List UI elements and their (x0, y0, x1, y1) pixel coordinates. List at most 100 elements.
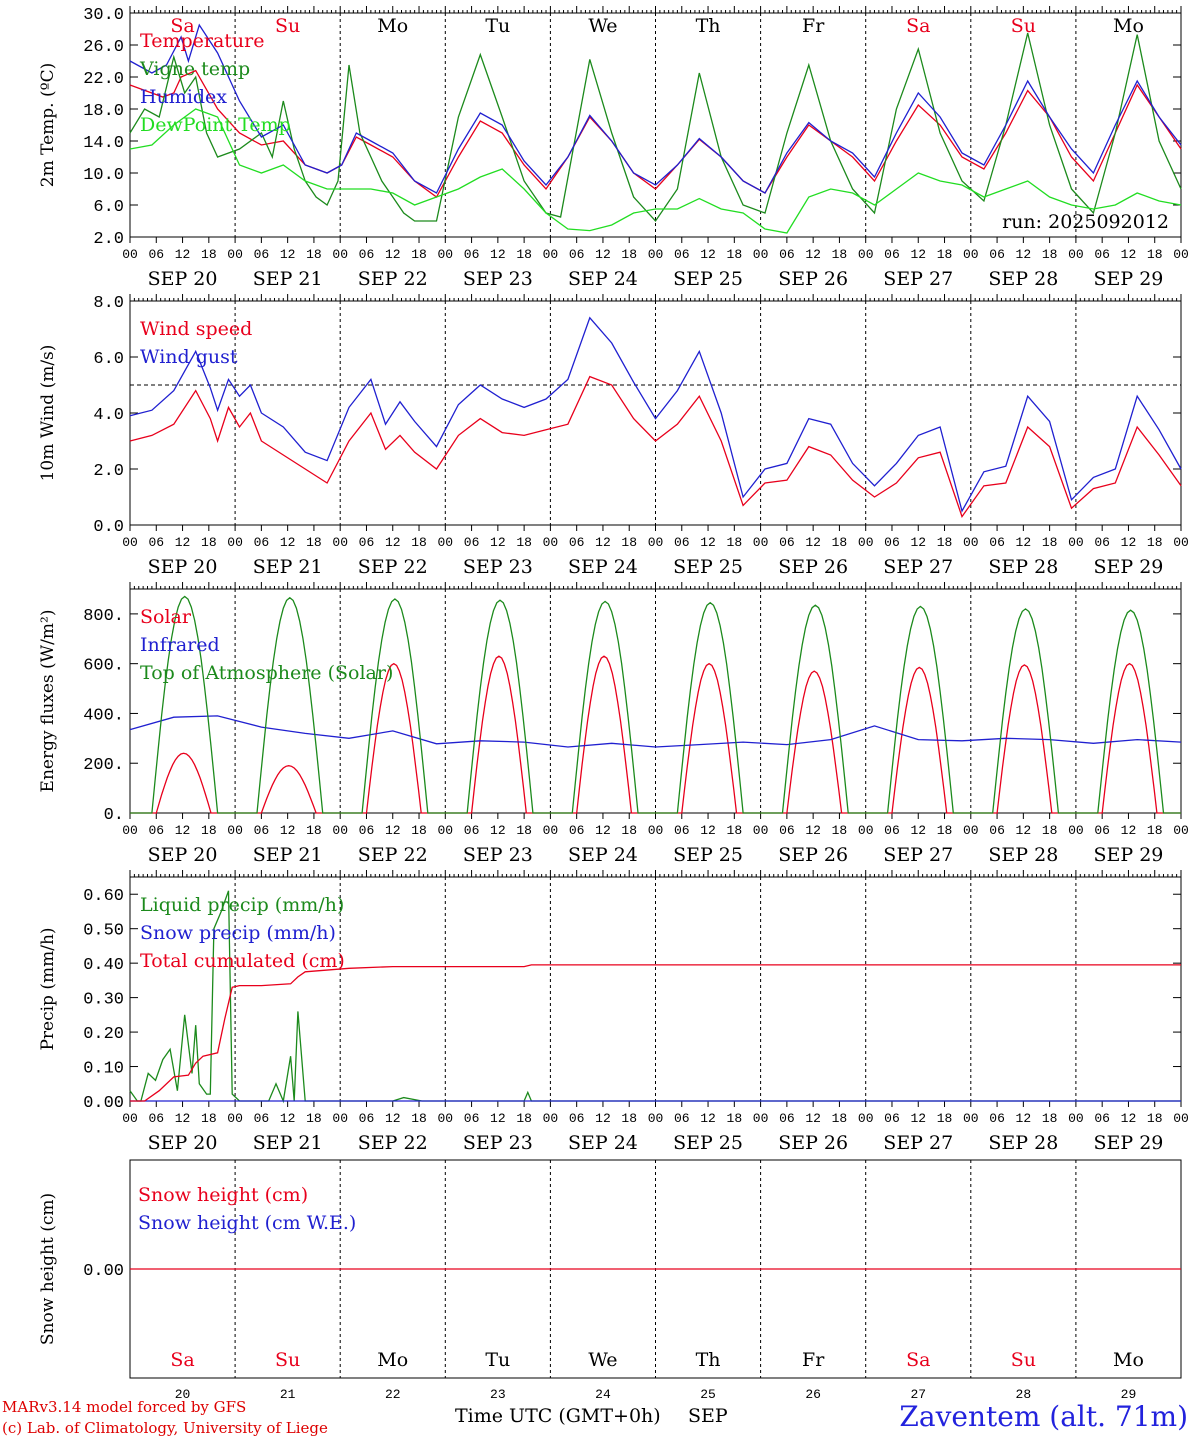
hour-label: 06 (254, 247, 270, 262)
hour-label: 00 (1068, 823, 1084, 838)
hour-label: 06 (148, 247, 164, 262)
hour-label: 00 (122, 247, 138, 262)
hour-label: 00 (122, 1111, 138, 1126)
y-tick-label: 4.0 (93, 406, 124, 425)
legend-wind-gust: Wind gust (140, 346, 238, 368)
hour-label: 00 (648, 247, 664, 262)
legend-dewpoint-temp: DewPoint Temp (140, 114, 291, 136)
hour-label: 18 (832, 247, 848, 262)
hour-label: 12 (910, 535, 926, 550)
hour-label: 12 (1121, 535, 1137, 550)
y-tick-label: 600. (83, 657, 124, 676)
hour-label: 00 (1173, 1111, 1189, 1126)
hour-label: 00 (543, 823, 559, 838)
hour-label: 12 (805, 247, 821, 262)
hour-label: 06 (254, 823, 270, 838)
day-abbr: Fr (802, 15, 825, 37)
hour-label: 18 (727, 1111, 743, 1126)
run-label: run: 2025092012 (1002, 211, 1169, 233)
legend-liquid-precip-mm-h-: Liquid precip (mm/h) (140, 894, 344, 916)
hour-label: 12 (910, 1111, 926, 1126)
hour-label: 06 (884, 1111, 900, 1126)
hour-label: 00 (1068, 1111, 1084, 1126)
hour-label: 12 (805, 535, 821, 550)
hour-label: 12 (595, 823, 611, 838)
hour-label: 18 (1147, 823, 1163, 838)
hour-label: 18 (411, 1111, 427, 1126)
hour-label: 12 (280, 535, 296, 550)
hour-label: 06 (989, 535, 1005, 550)
hour-label: 12 (595, 247, 611, 262)
day-abbr: Sa (170, 1349, 194, 1371)
day-abbr: Tu (485, 15, 510, 37)
hour-label: 06 (884, 823, 900, 838)
y-tick-label: 200. (83, 756, 124, 775)
hour-label: 12 (175, 535, 191, 550)
hour-label: 06 (1094, 1111, 1110, 1126)
hour-label: 18 (937, 823, 953, 838)
date-label: SEP 27 (883, 1132, 953, 1154)
date-label: SEP 28 (988, 844, 1058, 866)
day-abbr: We (588, 1349, 617, 1371)
legend-infrared: Infrared (140, 634, 220, 656)
y-tick-label: 0. (104, 806, 124, 825)
hour-label: 12 (175, 247, 191, 262)
hour-label: 00 (227, 535, 243, 550)
y-tick-label: 0.50 (83, 922, 124, 941)
legend-wind-speed: Wind speed (140, 318, 252, 340)
hour-label: 06 (464, 1111, 480, 1126)
hour-label: 12 (385, 823, 401, 838)
hour-label: 06 (779, 823, 795, 838)
hour-label: 06 (779, 1111, 795, 1126)
date-label: SEP 22 (358, 844, 428, 866)
hour-label: 18 (1042, 247, 1058, 262)
hour-label: 06 (464, 535, 480, 550)
y-tick-label: 2.0 (93, 462, 124, 481)
hour-label: 18 (411, 247, 427, 262)
day-number: 28 (1016, 1387, 1032, 1402)
plot-frame-wind (129, 300, 1182, 526)
hour-label: 06 (148, 535, 164, 550)
hour-label: 18 (516, 535, 532, 550)
day-abbr: Mo (1113, 15, 1144, 37)
time-axis-label: Time UTC (GMT+0h) (455, 1405, 661, 1427)
station-name: Zaventem (alt. 71m) (899, 1400, 1188, 1433)
hour-label: 12 (280, 247, 296, 262)
hour-label: 18 (201, 535, 217, 550)
hour-label: 18 (1042, 823, 1058, 838)
hour-label: 00 (858, 247, 874, 262)
legend-temperature: Temperature (140, 30, 264, 52)
date-label: SEP 24 (568, 1132, 638, 1154)
hour-label: 00 (963, 1111, 979, 1126)
legend-total-cumulated-cm-: Total cumulated (cm) (140, 950, 345, 972)
y-tick-label: 6.0 (93, 350, 124, 369)
hour-label: 12 (385, 535, 401, 550)
date-label: SEP 23 (463, 844, 533, 866)
hour-label: 18 (1147, 247, 1163, 262)
hour-label: 00 (753, 1111, 769, 1126)
y-tick-label: 22.0 (83, 70, 124, 89)
y-tick-label: 0.00 (83, 1262, 124, 1281)
date-label: SEP 29 (1094, 844, 1164, 866)
y-tick-label: 400. (83, 706, 124, 725)
credit-line-2: (c) Lab. of Climatology, University of L… (2, 1419, 328, 1437)
legend-solar: Solar (140, 606, 192, 628)
hour-label: 18 (832, 1111, 848, 1126)
hour-label: 18 (937, 535, 953, 550)
plot-frame-energy (129, 588, 1182, 814)
hour-label: 06 (569, 535, 585, 550)
hour-label: 00 (543, 1111, 559, 1126)
hour-label: 06 (674, 823, 690, 838)
y-tick-label: 30.0 (83, 6, 124, 25)
hour-label: 12 (805, 823, 821, 838)
day-number: 26 (805, 1387, 821, 1402)
y-tick-label: 26.0 (83, 38, 124, 57)
date-label: SEP 21 (253, 268, 323, 290)
hour-label: 00 (648, 823, 664, 838)
hour-label: 12 (700, 535, 716, 550)
date-label: SEP 29 (1094, 556, 1164, 578)
hour-label: 06 (884, 247, 900, 262)
hour-label: 12 (1121, 823, 1137, 838)
hour-label: 12 (595, 1111, 611, 1126)
hour-label: 00 (227, 247, 243, 262)
